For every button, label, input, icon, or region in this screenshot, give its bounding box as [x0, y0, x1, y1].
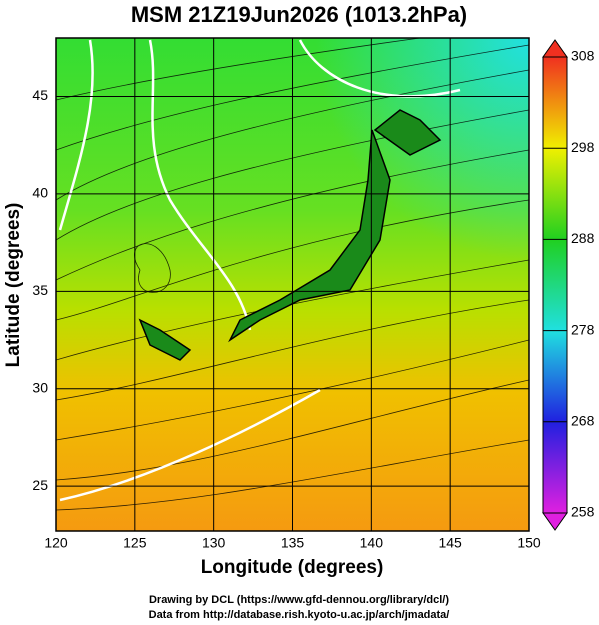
y-tick-label: 45 [32, 87, 48, 103]
x-tick-label: 120 [44, 535, 68, 551]
colorbar-tick-label: 308 [571, 48, 595, 64]
y-tick-label: 40 [32, 185, 48, 201]
colorbar-tick-label: 288 [571, 230, 595, 246]
colorbar-tick-label: 258 [571, 504, 595, 520]
y-tick-label: 25 [32, 477, 48, 493]
plot-frame [55, 37, 530, 532]
y-tick-label: 30 [32, 379, 48, 395]
y-axis-label: Latitude (degrees) [3, 203, 24, 368]
y-tick-label: 35 [32, 282, 48, 298]
colorbar-tick-label: 278 [571, 321, 595, 337]
colorbar [542, 39, 568, 531]
x-tick-label: 125 [123, 535, 147, 551]
colorbar-tick-label: 298 [571, 139, 595, 155]
x-tick-label: 135 [281, 535, 305, 551]
x-tick-label: 150 [517, 535, 541, 551]
credit: Data from http://database.rish.kyoto-u.a… [149, 609, 450, 621]
x-tick-label: 145 [438, 535, 462, 551]
title: MSM 21Z19Jun2026 (1013.2hPa) [131, 2, 467, 27]
x-axis-label: Longitude (degrees) [201, 557, 384, 578]
x-tick-label: 130 [202, 535, 226, 551]
x-tick-label: 140 [360, 535, 384, 551]
credit: Drawing by DCL (https://www.gfd-dennou.o… [149, 594, 449, 606]
colorbar-tick-label: 268 [571, 413, 595, 429]
